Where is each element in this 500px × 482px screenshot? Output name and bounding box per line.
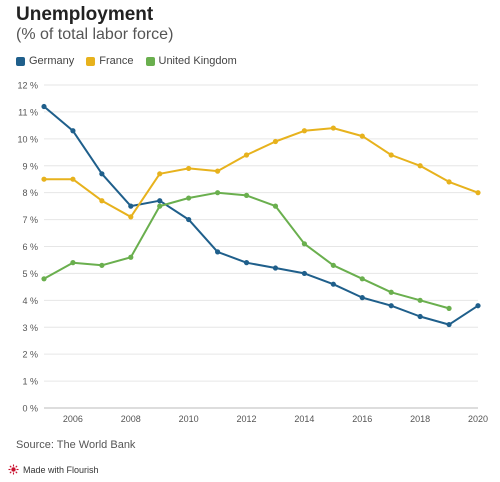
- data-point-germany: [475, 303, 481, 309]
- data-point-united-kingdom: [446, 305, 452, 312]
- data-point-germany: [186, 216, 192, 223]
- data-point-united-kingdom: [186, 195, 192, 201]
- made-with-flourish[interactable]: Made with Flourish: [8, 464, 99, 475]
- data-point-germany: [128, 203, 134, 209]
- x-tick-label: 2012: [237, 414, 257, 424]
- x-tick-label: 2010: [179, 414, 199, 424]
- legend-label-united-kingdom: United Kingdom: [158, 55, 237, 67]
- y-tick-label: 12 %: [17, 81, 38, 91]
- chart-legend: Germany France United Kingdom: [16, 55, 237, 67]
- chart-subtitle: (% of total labor force): [16, 26, 174, 43]
- y-tick-label: 1 %: [22, 377, 38, 387]
- data-point-united-kingdom: [330, 262, 336, 268]
- data-point-france: [475, 190, 481, 196]
- data-point-germany: [157, 198, 163, 204]
- series-line-germany: [43, 105, 479, 326]
- y-tick-label: 7 %: [22, 215, 38, 225]
- series-line-united-kingdom: [43, 191, 450, 310]
- x-tick-label: 2006: [63, 414, 83, 424]
- data-point-france: [359, 133, 365, 139]
- legend-item-united-kingdom[interactable]: United Kingdom: [145, 55, 237, 67]
- data-point-france: [41, 176, 47, 182]
- x-tick-label: 2008: [121, 414, 141, 424]
- y-tick-label: 9 %: [22, 161, 38, 171]
- y-tick-label: 4 %: [22, 296, 38, 306]
- legend-swatch-germany: [16, 56, 25, 66]
- data-point-germany: [99, 171, 105, 177]
- data-point-germany: [446, 321, 452, 328]
- data-point-united-kingdom: [157, 203, 163, 209]
- x-tick-label: 2020: [468, 414, 488, 424]
- y-tick-label: 3 %: [22, 323, 38, 333]
- data-point-france: [243, 152, 250, 158]
- data-point-united-kingdom: [41, 276, 47, 282]
- data-point-france: [99, 198, 105, 204]
- data-point-germany: [272, 265, 279, 271]
- data-point-germany: [301, 270, 307, 277]
- data-point-france: [301, 128, 307, 134]
- data-point-france: [272, 138, 279, 145]
- y-tick-label: 10 %: [17, 134, 38, 144]
- legend-label-france: France: [99, 55, 134, 67]
- data-point-germany: [41, 103, 47, 110]
- data-point-united-kingdom: [301, 241, 307, 247]
- data-point-united-kingdom: [272, 203, 279, 209]
- data-point-france: [330, 125, 336, 131]
- data-point-france: [70, 176, 76, 182]
- y-tick-label: 5 %: [22, 269, 38, 279]
- data-point-france: [186, 165, 192, 172]
- data-point-germany: [243, 260, 250, 266]
- source-note: Source: The World Bank: [16, 439, 136, 451]
- data-point-germany: [388, 303, 394, 309]
- made-with-label: Made with Flourish: [23, 464, 99, 475]
- x-tick-label: 2016: [352, 414, 372, 424]
- data-point-germany: [359, 295, 365, 301]
- data-point-germany: [215, 249, 221, 255]
- y-tick-label: 2 %: [22, 350, 38, 360]
- line-chart: 0 % 1 % 2 % 3 % 4 % 5 % 6 % 7 % 8 % 9 % 10 % 11 % 12…: [17, 81, 488, 425]
- legend-item-france[interactable]: France: [86, 55, 134, 67]
- data-point-united-kingdom: [417, 297, 423, 303]
- data-point-france: [128, 214, 134, 220]
- legend-swatch-united-kingdom: [145, 56, 155, 66]
- data-point-united-kingdom: [99, 262, 105, 268]
- legend-item-germany[interactable]: Germany: [16, 55, 74, 67]
- data-point-france: [215, 168, 221, 174]
- y-tick-label: 11 %: [18, 107, 38, 117]
- y-tick-label: 8 %: [22, 188, 38, 198]
- data-point-united-kingdom: [243, 192, 250, 198]
- series-line-france: [44, 127, 479, 218]
- legend-swatch-france: [86, 56, 96, 66]
- data-point-united-kingdom: [388, 289, 394, 295]
- flourish-logo-icon: [8, 464, 19, 475]
- y-tick-label: 0 %: [22, 404, 38, 414]
- data-point-united-kingdom: [128, 254, 134, 260]
- data-point-united-kingdom: [215, 190, 221, 196]
- data-point-germany: [70, 128, 76, 134]
- legend-label-germany: Germany: [29, 55, 75, 67]
- data-point-france: [446, 179, 452, 185]
- y-tick-label: 6 %: [22, 242, 38, 252]
- data-point-france: [417, 163, 423, 169]
- data-point-germany: [417, 313, 423, 320]
- data-point-france: [388, 152, 394, 158]
- data-point-france: [157, 171, 163, 177]
- x-tick-label: 2018: [410, 414, 430, 424]
- data-point-united-kingdom: [359, 276, 365, 282]
- x-tick-label: 2014: [294, 414, 314, 424]
- data-point-united-kingdom: [70, 260, 76, 266]
- data-point-germany: [330, 281, 336, 287]
- chart-title: Unemployment: [16, 4, 154, 25]
